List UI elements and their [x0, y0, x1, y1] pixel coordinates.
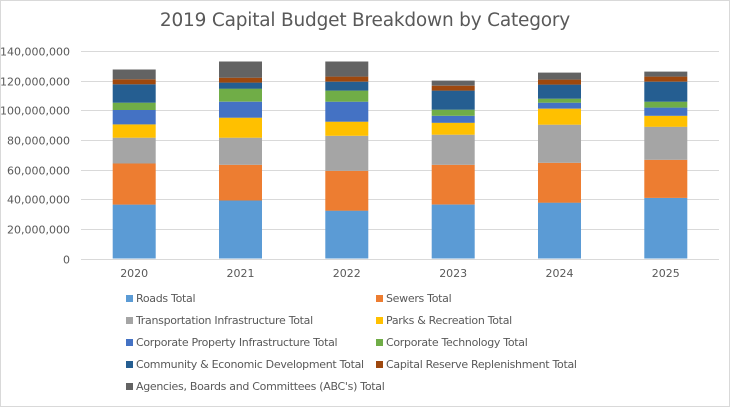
bar-segment [538, 108, 581, 125]
bar-segment [112, 137, 156, 164]
bar-segment [431, 204, 475, 259]
y-tick-label: 40,000,000 [7, 194, 70, 207]
bar-segment [538, 72, 581, 80]
bar-segment [431, 90, 475, 110]
y-tick-label: 0 [63, 254, 70, 267]
bar-segment [538, 79, 581, 85]
legend-label: Corporate Property Infrastructure Total [136, 336, 338, 349]
bar-segment [112, 102, 156, 110]
bar-segment [112, 79, 156, 85]
bar-segment [325, 170, 369, 211]
bar-segment [644, 126, 688, 160]
legend-label: Agencies, Boards and Committees (ABC's) … [136, 380, 385, 393]
legend-label: Corporate Technology Total [386, 336, 528, 349]
legend-swatch [376, 361, 383, 368]
bar-segment [112, 124, 156, 138]
y-tick-label: 60,000,000 [7, 165, 70, 178]
bar-segment [219, 77, 262, 83]
bar-segment [538, 162, 581, 203]
y-tick-label: 20,000,000 [7, 224, 70, 237]
x-tick-label: 2020 [120, 267, 148, 280]
bar-segment [431, 164, 475, 205]
bar-segment [325, 61, 369, 77]
legend-item: Community & Economic Development Total [126, 358, 364, 371]
legend-item: Transportation Infrastructure Total [126, 314, 313, 327]
bar-segment [325, 90, 369, 102]
bar-segment [219, 88, 262, 102]
bar-segment [112, 204, 156, 259]
bar-segment [431, 115, 475, 123]
bar-segment [219, 117, 262, 138]
y-tick-label: 100,000,000 [1, 105, 70, 118]
y-tick-label: 120,000,000 [1, 76, 70, 89]
bar-segment [431, 80, 475, 86]
x-tick-label: 2025 [652, 267, 680, 280]
bar-segment [431, 109, 475, 116]
x-tick-label: 2023 [439, 267, 467, 280]
bar-segment [112, 163, 156, 205]
bar-segment [325, 135, 369, 171]
legend-item: Roads Total [126, 292, 196, 305]
legend-label: Roads Total [136, 292, 196, 305]
bar-segment [644, 76, 688, 82]
bar-segment [219, 82, 262, 89]
bar-segment [219, 200, 262, 259]
bar-segment [325, 76, 369, 82]
legend-swatch [376, 339, 383, 346]
legend-swatch [376, 295, 383, 302]
bar-segment [325, 101, 369, 122]
legend-swatch [126, 295, 133, 302]
bar-segment [325, 81, 369, 91]
chart-title: 2019 Capital Budget Breakdown by Categor… [159, 10, 571, 31]
bar-segment [644, 115, 688, 127]
bar-segment [219, 61, 262, 78]
legend-swatch [126, 361, 133, 368]
legend-item: Parks & Recreation Total [376, 314, 512, 327]
legend-label: Capital Reserve Replenishment Total [386, 358, 577, 371]
legend-label: Parks & Recreation Total [386, 314, 512, 327]
bar-segment [644, 101, 688, 108]
legend-item: Corporate Property Infrastructure Total [126, 336, 338, 349]
legend-swatch [126, 383, 133, 390]
bar-segment [325, 121, 369, 136]
bar-segment [325, 210, 369, 259]
legend-label: Sewers Total [386, 292, 452, 305]
bar-segment [538, 84, 581, 99]
legend-label: Transportation Infrastructure Total [136, 314, 313, 327]
bar-segment [431, 122, 475, 135]
bar-segment [538, 202, 581, 259]
bar-segment [112, 69, 156, 80]
x-tick-label: 2021 [227, 267, 255, 280]
legend-swatch [376, 317, 383, 324]
x-tick-label: 2022 [333, 267, 361, 280]
bar-segment [219, 137, 262, 165]
y-tick-label: 140,000,000 [1, 46, 70, 59]
bar-segment [431, 134, 475, 165]
legend-item: Sewers Total [376, 292, 452, 305]
bar-segment [644, 81, 688, 102]
legend-label: Community & Economic Development Total [136, 358, 364, 371]
chart-plot-area: 0 20,000,000 40,000,000 60,000,000 80,000,00… [1, 46, 719, 280]
legend-item: Agencies, Boards and Committees (ABC's) … [126, 380, 385, 393]
bar-segment [112, 110, 156, 125]
bar-segment [644, 197, 688, 259]
x-tick-label: 2024 [546, 267, 574, 280]
bar-segment [538, 124, 581, 163]
legend-item: Capital Reserve Replenishment Total [376, 358, 577, 371]
legend-swatch [126, 317, 133, 324]
bar-segment [219, 164, 262, 201]
bar-segment [219, 101, 262, 118]
bar-segment [431, 85, 475, 91]
bar-segment [538, 102, 581, 109]
y-tick-label: 80,000,000 [7, 135, 70, 148]
bar-segment [538, 98, 581, 103]
bar-segment [644, 71, 688, 77]
legend-swatch [126, 339, 133, 346]
bar-segment [644, 107, 688, 116]
legend-item: Corporate Technology Total [376, 336, 528, 349]
bar-segment [644, 159, 688, 198]
bar-segment [112, 84, 156, 103]
